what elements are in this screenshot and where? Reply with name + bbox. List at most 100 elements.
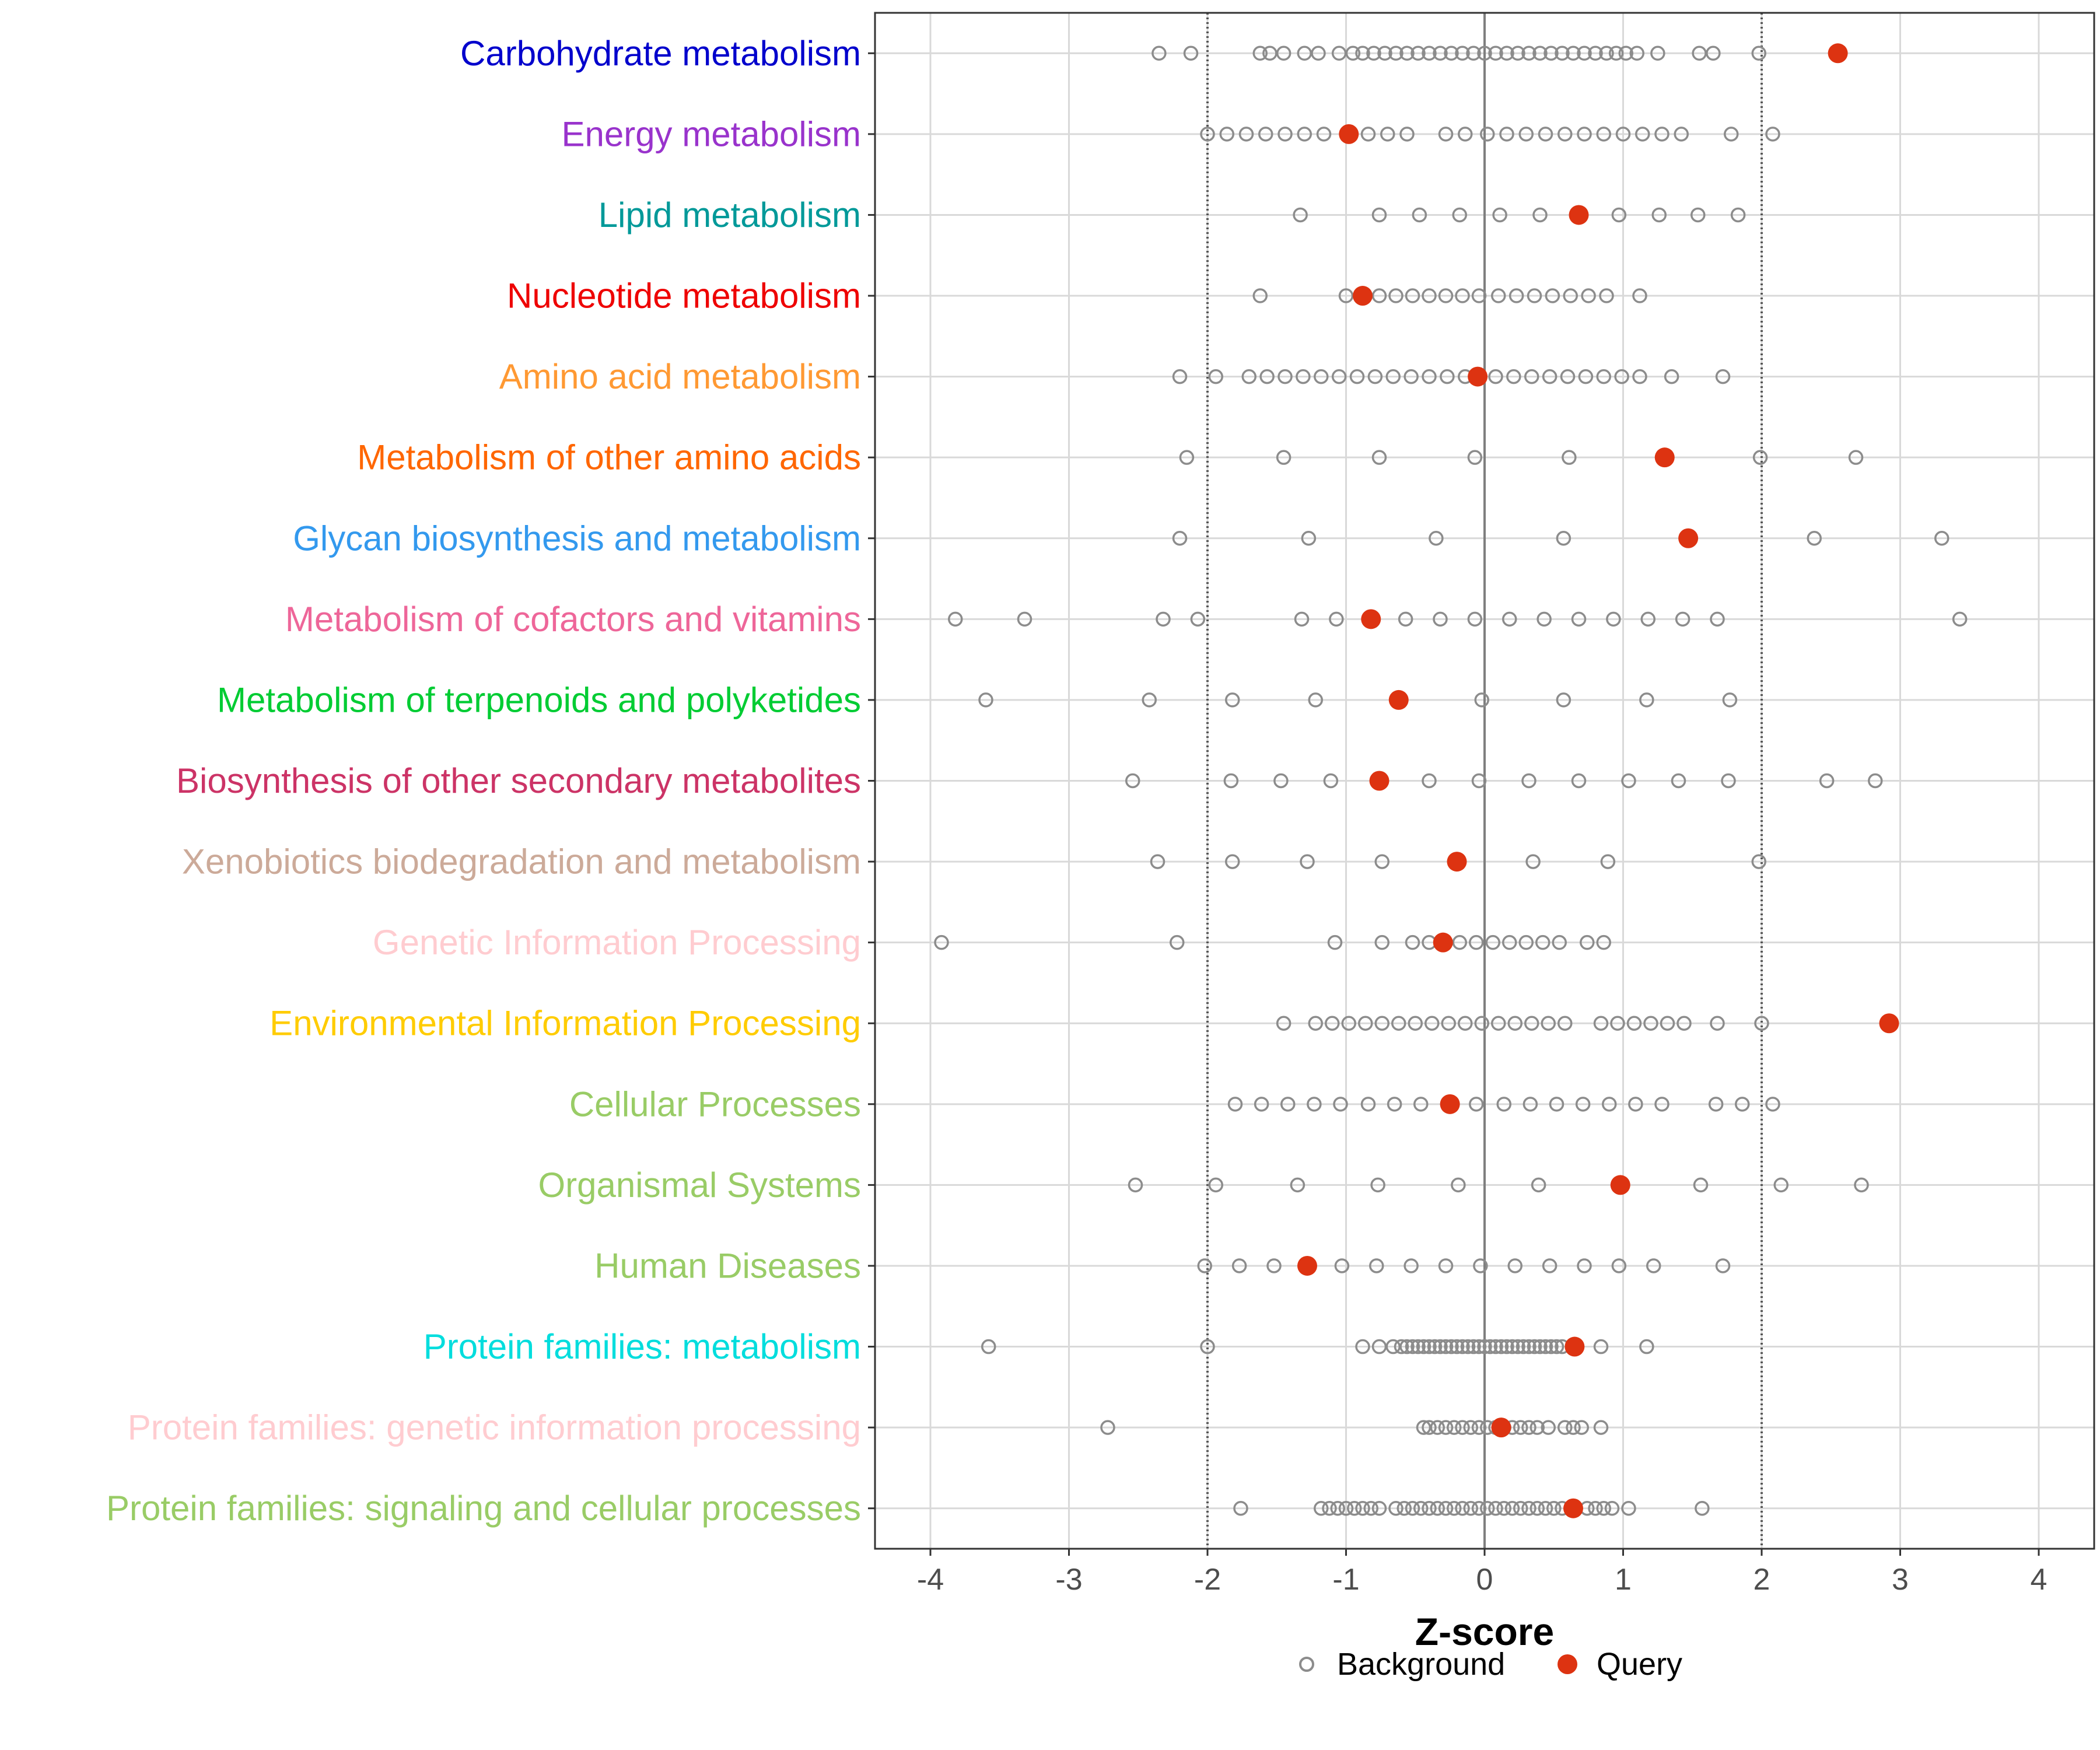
background-point xyxy=(1676,1016,1692,1031)
query-point xyxy=(1468,366,1488,387)
background-point xyxy=(1488,369,1503,384)
background-point xyxy=(1370,1177,1385,1193)
query-point xyxy=(1388,690,1409,710)
background-point xyxy=(1536,611,1552,627)
background-point xyxy=(1338,288,1354,303)
background-point xyxy=(1345,46,1361,61)
background-point xyxy=(1710,1016,1725,1031)
background-point xyxy=(1150,854,1166,869)
background-point xyxy=(1422,1420,1437,1435)
background-point xyxy=(1721,773,1736,789)
background-point xyxy=(1492,207,1507,223)
background-point xyxy=(1338,1500,1354,1516)
background-point xyxy=(1629,46,1644,61)
background-point xyxy=(1017,611,1032,627)
background-point xyxy=(1388,1500,1404,1516)
background-point xyxy=(1455,1500,1470,1516)
background-point xyxy=(1466,1339,1481,1354)
background-point xyxy=(1387,1097,1402,1112)
category-label: Biosynthesis of other secondary metaboli… xyxy=(176,761,861,800)
background-point xyxy=(1258,127,1273,142)
background-point xyxy=(1530,1500,1545,1516)
background-point xyxy=(1751,46,1766,61)
background-point xyxy=(1488,1500,1503,1516)
background-point xyxy=(1604,1500,1620,1516)
category-label: Human Diseases xyxy=(594,1246,861,1285)
background-point xyxy=(1469,1097,1484,1112)
background-point xyxy=(1314,369,1329,384)
background-point xyxy=(1278,127,1293,142)
x-tick-label: 4 xyxy=(2031,1563,2048,1597)
category-label: Organismal Systems xyxy=(538,1166,861,1205)
background-point xyxy=(1227,1097,1243,1112)
background-point xyxy=(1360,127,1376,142)
background-point xyxy=(1278,369,1293,384)
background-point xyxy=(1538,1500,1553,1516)
background-point xyxy=(1521,773,1536,789)
background-point xyxy=(1341,1016,1356,1031)
background-point xyxy=(1467,450,1483,465)
background-point xyxy=(1444,46,1459,61)
background-point xyxy=(1405,1339,1420,1354)
background-point xyxy=(1433,611,1448,627)
background-point xyxy=(1200,1339,1215,1354)
background-point xyxy=(1632,288,1647,303)
background-point xyxy=(1563,288,1578,303)
background-point xyxy=(1156,611,1171,627)
background-point xyxy=(1358,1016,1373,1031)
background-point xyxy=(1654,1097,1670,1112)
background-point xyxy=(1593,1420,1609,1435)
background-point xyxy=(1183,46,1199,61)
category-label: Nucleotide metabolism xyxy=(507,276,861,316)
category-label: Metabolism of terpenoids and polyketides xyxy=(217,680,861,719)
background-point xyxy=(1449,1339,1465,1354)
background-point xyxy=(1471,1420,1487,1435)
background-point xyxy=(1521,46,1536,61)
background-point xyxy=(1367,369,1383,384)
background-point xyxy=(1466,46,1481,61)
background-point xyxy=(1223,773,1239,789)
background-point xyxy=(1405,1500,1420,1516)
background-point xyxy=(1735,1097,1750,1112)
background-point xyxy=(1580,935,1595,950)
background-point xyxy=(1675,611,1690,627)
background-point xyxy=(1316,127,1332,142)
background-point xyxy=(1596,127,1611,142)
background-point xyxy=(1640,611,1656,627)
legend-background-label: Background xyxy=(1337,1647,1505,1682)
background-point xyxy=(1471,773,1487,789)
background-point xyxy=(1566,1420,1581,1435)
background-point xyxy=(1491,1016,1506,1031)
query-point xyxy=(1563,1498,1583,1518)
background-point xyxy=(1596,935,1611,950)
category-label: Xenobiotics biodegradation and metabolis… xyxy=(182,842,861,881)
background-point xyxy=(1507,1016,1522,1031)
category-label: Metabolism of other amino acids xyxy=(357,438,861,477)
query-point xyxy=(1361,609,1381,629)
background-point xyxy=(1538,1339,1553,1354)
background-point xyxy=(1219,127,1234,142)
background-point xyxy=(1546,1500,1562,1516)
background-point xyxy=(1504,1500,1520,1516)
background-point xyxy=(1200,127,1215,142)
background-point xyxy=(1588,1500,1603,1516)
background-point xyxy=(1488,46,1503,61)
background-point xyxy=(1527,1339,1542,1354)
background-point xyxy=(1552,935,1567,950)
x-tick-label: 2 xyxy=(1754,1563,1770,1597)
background-point xyxy=(1404,1258,1419,1273)
background-point xyxy=(1710,611,1725,627)
background-point xyxy=(1259,369,1275,384)
background-point xyxy=(1197,1258,1212,1273)
query-point xyxy=(1828,43,1848,64)
background-point xyxy=(1724,127,1739,142)
background-point xyxy=(1588,46,1603,61)
background-point xyxy=(1440,369,1455,384)
background-point xyxy=(1355,1500,1370,1516)
x-axis-title: Z-score xyxy=(1415,1610,1554,1653)
background-point xyxy=(1408,1016,1423,1031)
background-point xyxy=(1477,1339,1492,1354)
background-point xyxy=(1377,46,1392,61)
background-point xyxy=(1385,369,1401,384)
background-point xyxy=(1571,773,1587,789)
